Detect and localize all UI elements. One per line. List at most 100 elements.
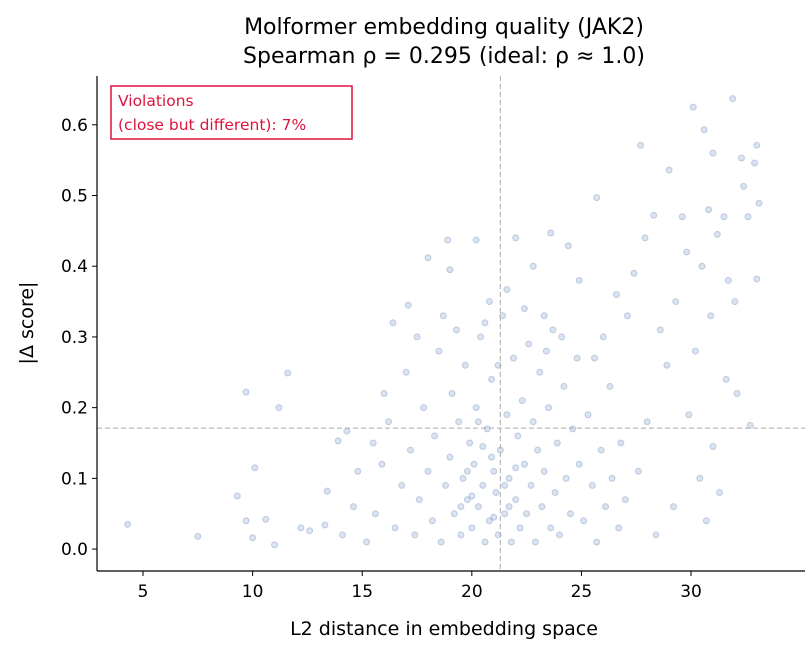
data-point <box>402 368 410 376</box>
y-tick-label: 0.2 <box>61 399 88 419</box>
data-point <box>737 154 745 162</box>
data-point <box>599 333 607 341</box>
data-point <box>556 531 564 539</box>
data-point <box>512 464 520 472</box>
data-point <box>643 418 651 426</box>
data-point <box>479 443 487 451</box>
data-point <box>474 503 482 511</box>
data-point <box>494 531 502 539</box>
data-point <box>380 390 388 398</box>
data-point <box>564 242 572 250</box>
data-point <box>501 481 509 489</box>
data-point <box>323 487 331 495</box>
y-tick-label: 0.6 <box>61 116 88 136</box>
data-point <box>463 467 471 475</box>
data-point <box>488 375 496 383</box>
data-point <box>755 199 763 207</box>
data-point <box>716 489 724 497</box>
data-point <box>503 411 511 419</box>
data-point <box>306 527 314 535</box>
data-point <box>477 333 485 341</box>
data-point <box>512 234 520 242</box>
data-point <box>612 291 620 299</box>
data-point <box>424 467 432 475</box>
data-point <box>696 474 704 482</box>
data-point <box>349 503 357 511</box>
data-point <box>488 453 496 461</box>
data-point <box>623 312 631 320</box>
data-point <box>466 439 474 447</box>
data-point <box>494 361 502 369</box>
data-point <box>650 211 658 219</box>
data-point <box>685 411 693 419</box>
data-point <box>411 531 419 539</box>
chart-title: Molformer embedding quality (JAK2) <box>244 15 644 40</box>
data-point <box>398 481 406 489</box>
data-point <box>343 427 351 435</box>
data-point <box>560 382 568 390</box>
y-axis-label: |Δ score| <box>16 282 38 365</box>
data-point <box>233 492 241 500</box>
data-point <box>553 439 561 447</box>
data-point <box>334 437 342 445</box>
data-point <box>455 418 463 426</box>
data-point <box>448 390 456 398</box>
data-point <box>634 467 642 475</box>
data-point <box>531 538 539 546</box>
data-point <box>275 404 283 412</box>
x-axis-label: L2 distance in embedding space <box>290 618 598 640</box>
data-point <box>713 230 721 238</box>
data-point <box>420 404 428 412</box>
y-ticks: 0.0 0.1 0.2 0.3 0.4 0.5 0.6 <box>61 116 97 560</box>
data-point <box>637 141 645 149</box>
data-point <box>485 298 493 306</box>
data-point <box>705 206 713 214</box>
data-point <box>698 262 706 270</box>
data-point <box>439 312 447 320</box>
annotation-line2: (close but different): 7% <box>118 116 306 134</box>
data-point <box>242 517 250 525</box>
x-tick-label: 10 <box>242 582 264 602</box>
data-point <box>740 182 748 190</box>
data-point <box>518 397 526 405</box>
data-point <box>534 446 542 454</box>
data-point <box>744 213 752 221</box>
data-point <box>678 213 686 221</box>
data-point <box>520 460 528 468</box>
data-point <box>406 446 414 454</box>
data-point <box>503 286 511 294</box>
data-point <box>540 312 548 320</box>
annotation-box <box>110 85 353 140</box>
data-point <box>468 492 476 500</box>
data-point <box>124 520 132 528</box>
data-point <box>536 368 544 376</box>
data-point <box>492 489 500 497</box>
data-point <box>468 524 476 532</box>
data-point <box>470 460 478 468</box>
data-point <box>709 443 717 451</box>
data-point <box>499 312 507 320</box>
y-tick-label: 0.4 <box>61 257 88 277</box>
data-point <box>584 411 592 419</box>
data-point <box>562 474 570 482</box>
data-point <box>369 439 377 447</box>
data-point <box>722 375 730 383</box>
data-point <box>523 510 531 518</box>
data-point <box>547 524 555 532</box>
data-point <box>520 305 528 313</box>
data-point <box>435 347 443 355</box>
data-point <box>709 149 717 157</box>
data-point <box>442 481 450 489</box>
data-point <box>501 510 509 518</box>
x-tick-label: 25 <box>571 582 593 602</box>
x-tick-label: 30 <box>680 582 702 602</box>
data-point <box>431 432 439 440</box>
data-point <box>575 276 583 284</box>
data-point <box>689 103 697 111</box>
data-point <box>514 432 522 440</box>
data-point <box>490 513 498 521</box>
data-point <box>729 95 737 103</box>
data-point <box>630 269 638 277</box>
data-point <box>707 312 715 320</box>
